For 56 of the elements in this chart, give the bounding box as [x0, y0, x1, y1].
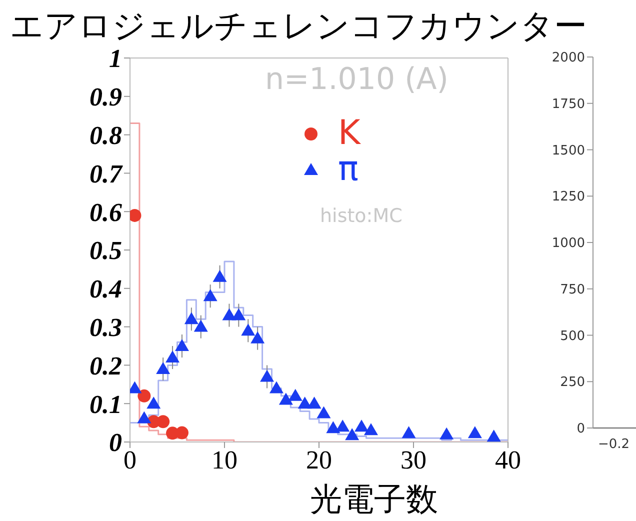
y-tick-label: 0.4 [90, 274, 122, 304]
y-tick-label: 1250 [552, 190, 585, 205]
point [212, 270, 227, 282]
y-tick-label: 1 [109, 44, 122, 74]
point [174, 339, 189, 351]
point [203, 289, 218, 302]
point [156, 362, 170, 374]
point [241, 324, 256, 336]
point [260, 370, 274, 382]
x-axis-title: 光電子数 [310, 479, 438, 520]
point [194, 320, 208, 332]
point [250, 331, 265, 344]
y-tick-label: 0.9 [90, 82, 122, 112]
chart-title: エアロジェルチェレンコフカウンター [10, 6, 587, 46]
y-tick-label: 750 [560, 282, 585, 298]
point [156, 415, 170, 428]
point [326, 421, 340, 434]
point [364, 423, 378, 436]
text: −0.2 [598, 437, 630, 452]
x-tick-label: 40 [495, 445, 521, 474]
point [468, 426, 482, 438]
point [137, 411, 152, 424]
x-tick-label: 10 [212, 445, 238, 474]
x-tick-label: 20 [306, 445, 332, 474]
y-tick-label: 0.8 [90, 121, 122, 150]
point [307, 396, 322, 409]
point [486, 430, 501, 442]
y-tick-label: 0.3 [90, 313, 122, 342]
y-tick-label: 500 [560, 328, 585, 344]
y-tick-label: 0 [576, 422, 585, 437]
point [166, 350, 180, 363]
y-tick-label: 0.6 [90, 198, 122, 227]
point [278, 392, 293, 405]
point [175, 426, 188, 440]
y-tick-label: 1750 [552, 96, 585, 112]
point [184, 312, 198, 324]
y-tick-label: 1500 [552, 143, 585, 158]
point [232, 308, 246, 320]
y-tick-label: 0.1 [90, 390, 122, 419]
y-tick-label: 2000 [552, 50, 585, 66]
y-tick-label: 250 [560, 375, 585, 390]
point [146, 396, 161, 409]
y-tick-label: 0.7 [90, 159, 123, 188]
point [269, 381, 284, 394]
point [316, 406, 331, 418]
y-tick-label: 1000 [552, 236, 585, 252]
point [336, 420, 350, 432]
point [288, 388, 302, 401]
y-tick-label: 0.5 [90, 236, 122, 266]
y-tick-label: 0.2 [90, 351, 122, 380]
point [138, 389, 151, 402]
point [345, 428, 360, 440]
point [354, 420, 369, 432]
point [440, 427, 454, 440]
point [402, 426, 416, 438]
x-tick-label: 30 [400, 445, 426, 474]
